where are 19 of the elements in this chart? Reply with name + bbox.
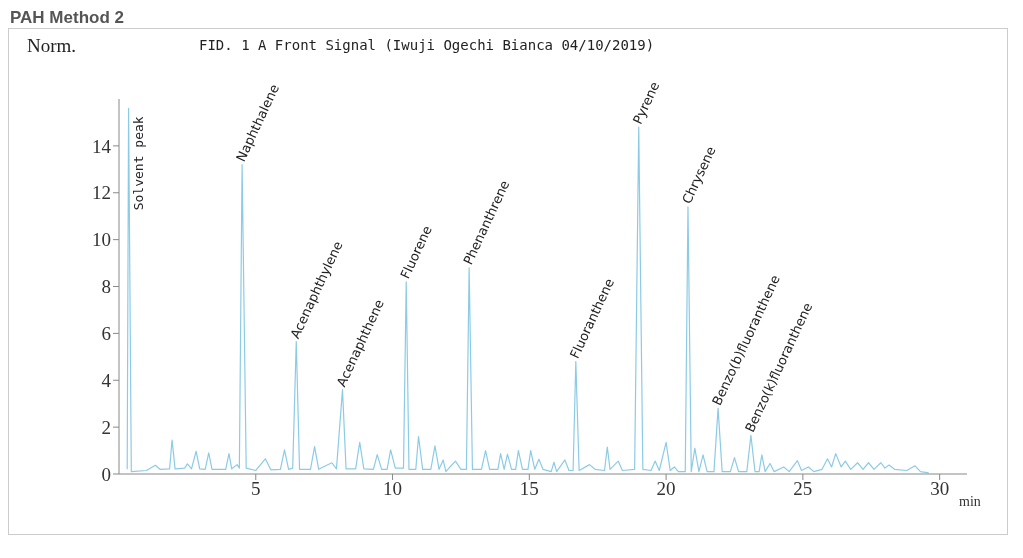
x-tick-label: 20 bbox=[656, 478, 676, 500]
chart-subtitle: FID. 1 A Front Signal (Iwuji Ogechi Bianca 04/10/2019) bbox=[199, 37, 655, 53]
chart-title: PAH Method 2 bbox=[10, 8, 125, 28]
y-axis-title: Norm. bbox=[27, 35, 77, 57]
y-tick-label: 4 bbox=[101, 369, 112, 391]
x-tick-label: 30 bbox=[930, 478, 950, 500]
x-axis-title: min bbox=[959, 493, 981, 509]
y-tick-label: 12 bbox=[92, 182, 111, 204]
x-tick-label: 10 bbox=[383, 478, 403, 500]
x-tick-label: 15 bbox=[519, 478, 539, 500]
annotation: Solvent peak bbox=[130, 116, 146, 211]
y-tick-label: 14 bbox=[92, 135, 112, 157]
x-tick-label: 25 bbox=[793, 478, 813, 500]
y-tick-label: 10 bbox=[92, 229, 111, 251]
y-tick-label: 8 bbox=[101, 276, 111, 298]
y-tick-label: 6 bbox=[101, 323, 111, 345]
y-tick-label: 0 bbox=[101, 463, 111, 485]
x-tick-label: 5 bbox=[251, 478, 261, 500]
y-tick-label: 2 bbox=[101, 416, 111, 438]
